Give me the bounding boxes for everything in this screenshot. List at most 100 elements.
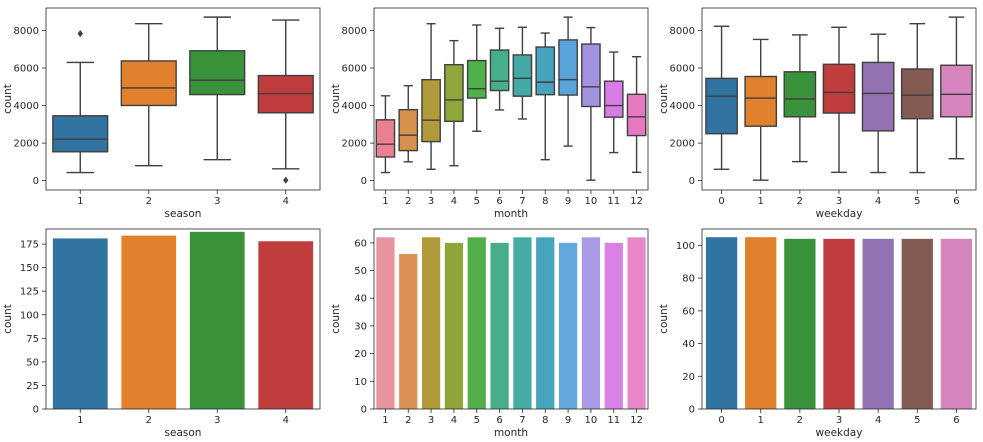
y-tick-label: 100 <box>676 241 695 252</box>
bar <box>784 238 816 409</box>
x-tick-label: 1 <box>382 196 388 207</box>
box <box>581 43 601 108</box>
x-tick-label: 8 <box>542 415 548 426</box>
outlier-point <box>283 176 289 184</box>
x-tick-label: 1 <box>77 415 83 426</box>
box <box>900 68 934 120</box>
y-tick-label: 40 <box>682 339 695 350</box>
bar <box>823 238 855 409</box>
box <box>558 39 578 96</box>
box <box>375 119 396 158</box>
bar <box>52 238 108 409</box>
box <box>861 61 895 132</box>
x-tick-label: 2 <box>146 415 152 426</box>
x-tick-label: 8 <box>542 196 548 207</box>
x-tick-label: 5 <box>474 415 480 426</box>
x-tick-label: 4 <box>451 415 457 426</box>
y-tick-label: 6000 <box>670 64 695 75</box>
axes-frame <box>373 228 649 410</box>
y-tick-label: 6000 <box>14 64 39 75</box>
box <box>421 78 441 143</box>
bar <box>705 237 738 409</box>
x-axis-label: weekday <box>816 427 863 439</box>
bar <box>745 237 777 409</box>
y-tick-label: 75 <box>26 334 39 345</box>
x-tick-label: 4 <box>283 415 289 426</box>
x-tick-label: 3 <box>836 196 842 207</box>
x-tick-label: 3 <box>428 415 434 426</box>
axes-frame <box>701 7 977 191</box>
x-tick-label: 9 <box>565 415 571 426</box>
y-tick-label: 80 <box>682 274 695 285</box>
box <box>603 80 624 118</box>
bar <box>399 253 418 409</box>
x-tick-label: 1 <box>758 415 764 426</box>
x-axis-label: weekday <box>816 208 863 220</box>
chart-count-season: 0 25 50 75 100 125 150 175 1 2 3 4 season count <box>2 228 321 439</box>
y-tick-label: 20 <box>354 349 367 360</box>
box <box>444 63 464 123</box>
bar <box>513 237 532 409</box>
y-axis-label: count <box>658 84 670 114</box>
y-tick-label: 8000 <box>342 26 367 37</box>
box <box>744 75 778 127</box>
bar <box>558 242 578 409</box>
outlier-point <box>77 29 83 38</box>
bar <box>604 242 623 409</box>
bar <box>189 231 245 409</box>
x-tick-label: 12 <box>630 196 643 207</box>
bar <box>467 237 486 409</box>
x-tick-label: 4 <box>283 196 289 207</box>
box <box>626 93 647 137</box>
bar <box>421 237 441 409</box>
box <box>822 63 856 114</box>
x-tick-label: 1 <box>382 415 388 426</box>
y-tick-label: 30 <box>354 321 367 332</box>
y-tick-label: 50 <box>26 357 39 368</box>
x-tick-label: 11 <box>607 196 620 207</box>
axes-frame <box>701 228 977 410</box>
x-tick-label: 2 <box>797 196 803 207</box>
box <box>783 71 817 118</box>
chart-box-weekday: 0 2000 4000 6000 8000 0 1 2 3 4 5 6 weekday count <box>658 7 977 220</box>
x-tick-label: 0 <box>718 196 724 207</box>
bar <box>581 237 601 409</box>
y-tick-label: 60 <box>354 238 367 249</box>
y-tick-label: 8000 <box>14 26 39 37</box>
y-tick-label: 150 <box>20 263 39 274</box>
y-tick-label: 20 <box>682 372 695 383</box>
x-tick-label: 1 <box>77 196 83 207</box>
y-tick-label: 50 <box>354 266 367 277</box>
x-tick-label: 7 <box>519 196 525 207</box>
x-tick-label: 2 <box>405 196 411 207</box>
bar <box>376 237 395 409</box>
y-tick-label: 0 <box>361 176 367 187</box>
box <box>535 46 556 96</box>
box <box>398 108 419 152</box>
x-tick-label: 4 <box>875 196 881 207</box>
box <box>512 54 533 97</box>
y-tick-label: 25 <box>26 381 39 392</box>
bar <box>536 237 555 409</box>
y-axis-label: count <box>2 304 14 334</box>
bar <box>444 242 464 409</box>
y-tick-label: 0 <box>689 176 695 187</box>
chart-box-season: 0 2000 4000 6000 8000 1 2 3 4 season count <box>2 7 321 220</box>
box <box>940 64 973 118</box>
box <box>189 50 246 96</box>
y-tick-label: 10 <box>354 377 367 388</box>
bar <box>121 235 177 409</box>
y-tick-label: 60 <box>682 306 695 317</box>
x-tick-label: 6 <box>953 196 959 207</box>
x-tick-label: 5 <box>914 415 920 426</box>
y-axis-label: count <box>658 304 670 334</box>
x-tick-label: 7 <box>519 415 525 426</box>
box <box>705 77 738 135</box>
bar <box>940 238 973 409</box>
x-tick-label: 6 <box>496 415 502 426</box>
x-tick-label: 11 <box>607 415 620 426</box>
y-axis-label: count <box>330 84 342 114</box>
y-tick-label: 4000 <box>342 101 367 112</box>
